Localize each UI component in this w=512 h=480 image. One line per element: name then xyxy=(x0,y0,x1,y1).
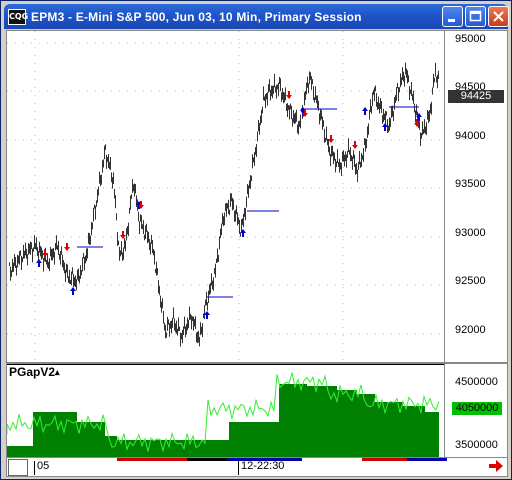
histogram-bar xyxy=(279,384,307,457)
down-arrow-icon xyxy=(352,141,358,149)
histogram-bar xyxy=(357,394,375,457)
down-arrow-icon xyxy=(286,91,292,99)
price-tick: 93500 xyxy=(455,178,486,190)
down-arrow-icon xyxy=(120,231,126,239)
indicator-label[interactable]: PGapV2▴ xyxy=(9,365,60,379)
price-tick: 93000 xyxy=(455,227,486,239)
histogram-bar xyxy=(7,446,33,457)
close-button[interactable] xyxy=(488,6,509,27)
indicator-canvas xyxy=(7,364,444,457)
minimize-icon xyxy=(448,19,455,22)
time-axis-corner-box[interactable] xyxy=(8,459,28,476)
time-divider xyxy=(238,458,239,475)
price-tick: 92500 xyxy=(455,275,486,287)
down-arrow-icon xyxy=(138,201,144,209)
indicator-pane[interactable] xyxy=(6,363,445,458)
histogram-bar xyxy=(105,436,117,457)
title-bar[interactable]: CQG EPM3 - E-Mini S&P 500, Jun 03, 10 Mi… xyxy=(4,4,509,29)
time-label: 12-22:30 xyxy=(241,460,285,472)
up-arrow-icon xyxy=(240,229,246,237)
histogram-bar xyxy=(425,412,439,457)
time-label: 05 xyxy=(37,460,50,472)
indicator-last-value: 4050000 xyxy=(452,402,502,415)
down-arrow-icon xyxy=(302,109,308,117)
window-title: EPM3 - E-Mini S&P 500, Jun 03, 10 Min, P… xyxy=(31,10,362,24)
down-arrow-icon xyxy=(42,249,48,257)
up-arrow-icon xyxy=(70,287,76,295)
time-divider xyxy=(34,458,35,475)
histogram-bar xyxy=(403,406,425,457)
price-chart-canvas xyxy=(7,31,444,362)
histogram-bar xyxy=(375,402,403,457)
price-chart[interactable] xyxy=(6,30,445,363)
indicator-tick: 4500000 xyxy=(455,376,498,388)
down-arrow-icon xyxy=(328,135,334,143)
up-arrow-icon xyxy=(36,259,42,267)
up-arrow-icon xyxy=(416,113,422,121)
indicator-name: PGapV2 xyxy=(9,365,56,379)
last-price-marker: 94425 xyxy=(448,90,504,103)
histogram-bar xyxy=(229,422,279,457)
indicator-line xyxy=(7,372,440,453)
down-arrow-icon xyxy=(414,119,420,127)
app-icon: CQG xyxy=(8,9,28,25)
maximize-icon xyxy=(469,10,482,22)
indicator-caret-icon: ▴ xyxy=(55,367,60,377)
right-arrow-icon[interactable] xyxy=(488,459,504,473)
indicator-tick: 3500000 xyxy=(455,439,498,451)
minimize-button[interactable] xyxy=(442,6,463,27)
maximize-button[interactable] xyxy=(465,6,486,27)
histogram-bar xyxy=(117,440,229,457)
up-arrow-icon xyxy=(362,107,368,115)
price-tick: 94000 xyxy=(455,130,486,142)
histogram-bar xyxy=(337,390,357,457)
price-tick: 92000 xyxy=(455,324,486,336)
time-axis[interactable]: 05 12-22:30 xyxy=(6,457,508,477)
up-arrow-icon xyxy=(204,311,210,319)
close-icon xyxy=(493,11,504,22)
up-arrow-icon xyxy=(382,123,388,131)
price-axis[interactable]: 95000 94500 94000 93500 93000 92500 9200… xyxy=(444,30,508,363)
price-tick: 95000 xyxy=(455,33,486,45)
down-arrow-icon xyxy=(64,243,70,251)
